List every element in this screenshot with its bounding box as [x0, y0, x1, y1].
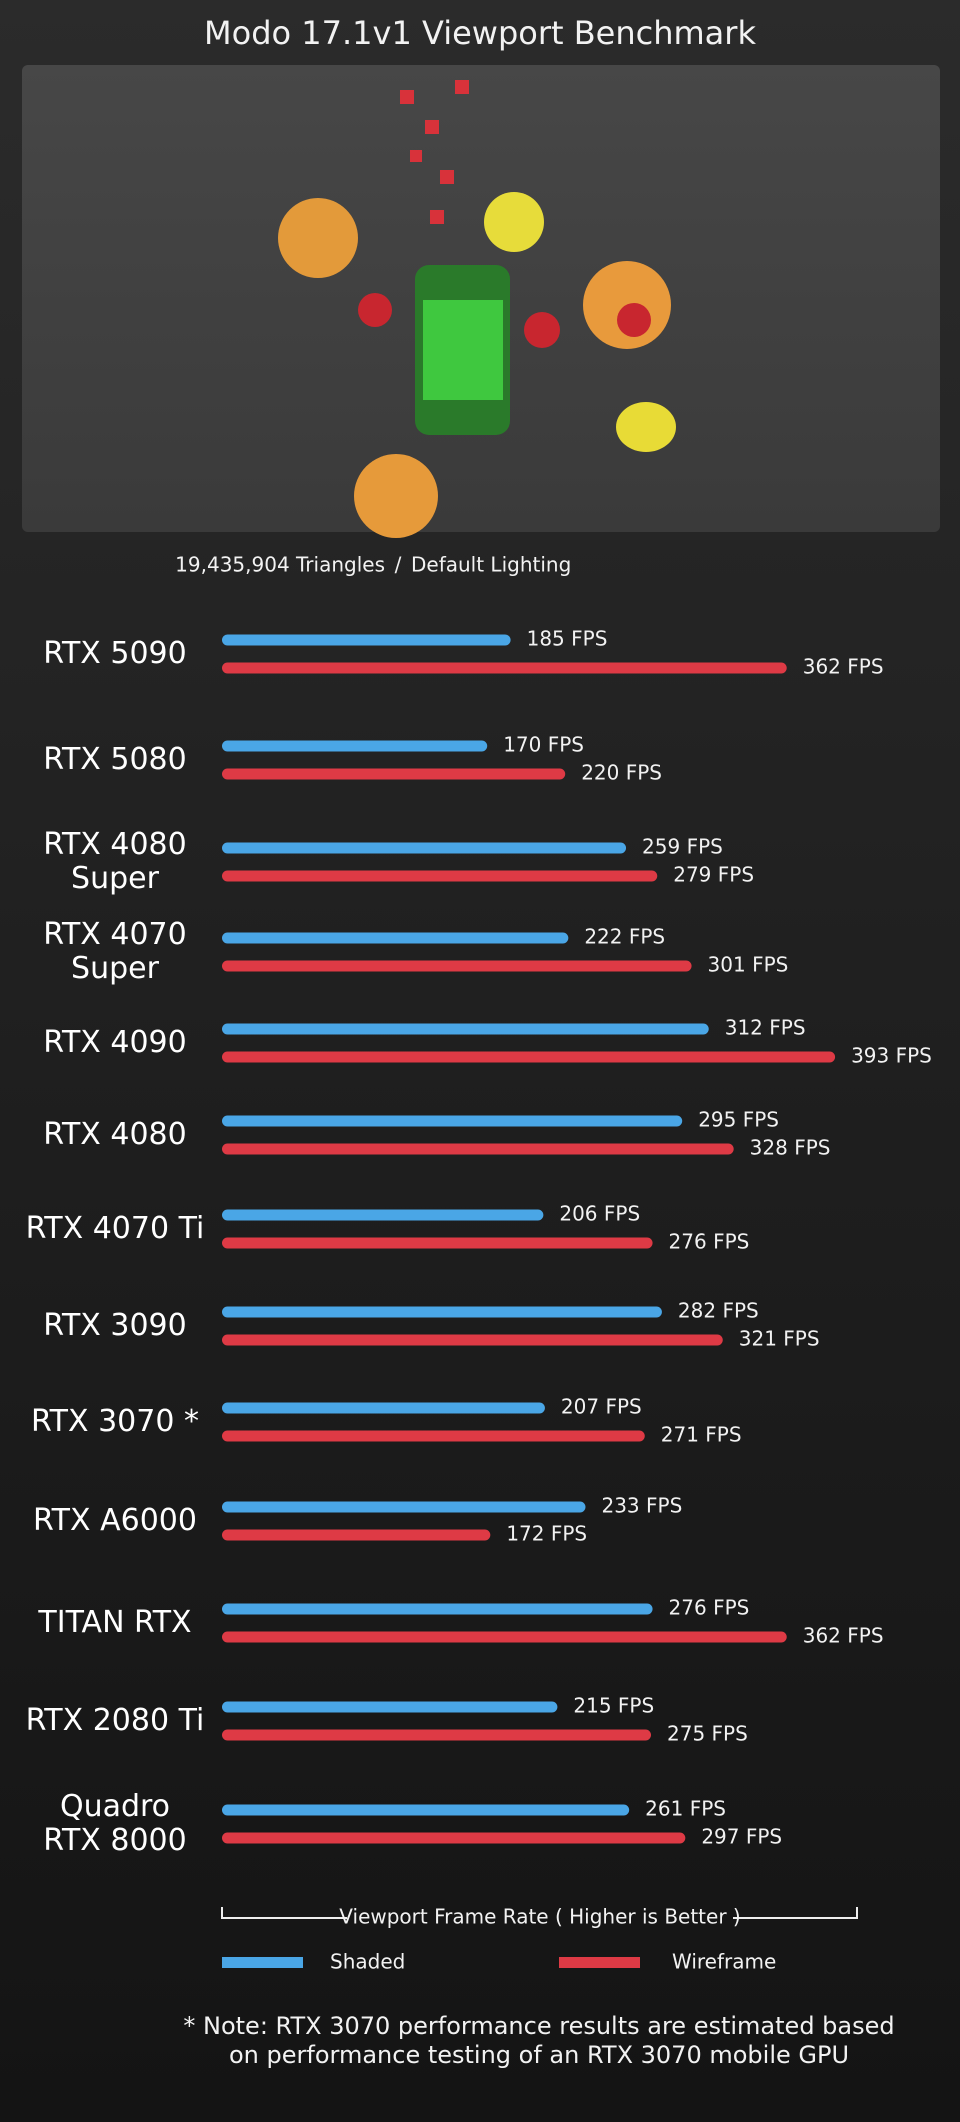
category-label: RTX 5090 — [43, 636, 187, 671]
bar — [222, 1603, 653, 1615]
bar — [222, 634, 511, 646]
subtitle: 19,435,904 Triangles — [175, 553, 385, 577]
bar — [222, 1501, 586, 1513]
category-label: RTX 3090 — [43, 1308, 187, 1343]
bar — [222, 1115, 683, 1127]
legend-swatch — [222, 1957, 303, 1968]
bar — [222, 662, 787, 674]
bar — [222, 1402, 545, 1414]
category-label: RTX 4070 Ti — [25, 1211, 205, 1246]
bar — [222, 1051, 836, 1063]
value-label: 261 FPS — [645, 1797, 726, 1821]
bar — [222, 740, 488, 752]
bar — [222, 1832, 686, 1844]
bar — [222, 1729, 651, 1741]
value-label: 279 FPS — [673, 863, 754, 887]
chart-title: Modo 17.1v1 Viewport Benchmark — [204, 14, 756, 52]
category-label: RTX 2080 Ti — [25, 1703, 205, 1738]
category-label: RTX 3070 * — [31, 1404, 199, 1439]
legend-swatch — [559, 1957, 640, 1968]
bar — [222, 842, 627, 854]
x-axis-label: Viewport Frame Rate ( Higher is Better ) — [339, 1905, 740, 1929]
bar — [222, 870, 658, 882]
bar — [222, 1209, 544, 1221]
x-axis-bracket — [221, 1907, 858, 1919]
note: * Note: RTX 3070 performance results are… — [183, 2012, 894, 2040]
bar — [222, 1143, 734, 1155]
value-label: 215 FPS — [573, 1694, 654, 1718]
value-label: 172 FPS — [506, 1522, 587, 1546]
value-label: 297 FPS — [701, 1825, 782, 1849]
value-label: 170 FPS — [503, 733, 584, 757]
value-label: 295 FPS — [698, 1108, 779, 1132]
value-label: 233 FPS — [601, 1494, 682, 1518]
value-label: 301 FPS — [708, 953, 789, 977]
bar — [222, 1237, 653, 1249]
subtitle: Default Lighting — [411, 553, 571, 577]
render-image — [22, 65, 940, 538]
bar — [222, 1334, 723, 1346]
category-label: Quadro RTX 8000 — [43, 1789, 187, 1858]
value-label: 276 FPS — [669, 1596, 750, 1620]
legend-label: Wireframe — [672, 1950, 776, 1974]
value-label: 276 FPS — [669, 1230, 750, 1254]
category-label: RTX 4080 Super — [43, 827, 187, 896]
value-label: 393 FPS — [851, 1044, 932, 1068]
value-label: 362 FPS — [803, 1624, 884, 1648]
category-label: RTX 4090 — [43, 1025, 187, 1060]
bar — [222, 768, 566, 780]
value-label: 271 FPS — [661, 1423, 742, 1447]
category-label: RTX 4070 Super — [43, 917, 187, 986]
bar — [222, 1023, 709, 1035]
value-label: 328 FPS — [750, 1136, 831, 1160]
bar — [222, 1529, 491, 1541]
value-label: 207 FPS — [561, 1395, 642, 1419]
category-label: RTX 4080 — [43, 1117, 187, 1152]
value-label: 220 FPS — [581, 761, 662, 785]
value-label: 185 FPS — [527, 627, 608, 651]
bar — [222, 1306, 662, 1318]
value-label: 275 FPS — [667, 1722, 748, 1746]
legend-label: Shaded — [330, 1950, 405, 1974]
category-label: TITAN RTX — [38, 1605, 192, 1640]
bar — [222, 1804, 630, 1816]
value-label: 321 FPS — [739, 1327, 820, 1351]
value-label: 206 FPS — [559, 1202, 640, 1226]
subtitle: / — [395, 553, 402, 577]
category-label: RTX A6000 — [33, 1503, 197, 1538]
value-label: 312 FPS — [725, 1016, 806, 1040]
value-label: 282 FPS — [678, 1299, 759, 1323]
category-label: RTX 5080 — [43, 742, 187, 777]
value-label: 362 FPS — [803, 655, 884, 679]
bar — [222, 960, 692, 972]
bar — [222, 1701, 558, 1713]
value-label: 222 FPS — [584, 925, 665, 949]
value-label: 259 FPS — [642, 835, 723, 859]
note: on performance testing of an RTX 3070 mo… — [229, 2041, 849, 2069]
bar — [222, 1631, 787, 1643]
bar — [222, 932, 569, 944]
bar — [222, 1430, 645, 1442]
